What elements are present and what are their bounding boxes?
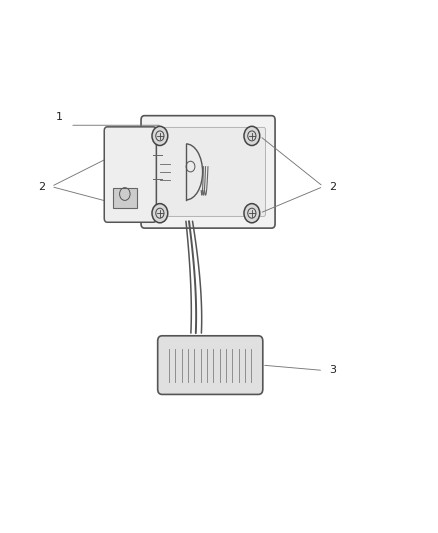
Circle shape bbox=[152, 204, 168, 223]
Text: 2: 2 bbox=[38, 182, 45, 191]
Text: 1: 1 bbox=[56, 112, 63, 122]
FancyBboxPatch shape bbox=[104, 127, 156, 222]
FancyBboxPatch shape bbox=[151, 127, 265, 216]
Circle shape bbox=[152, 126, 168, 146]
FancyBboxPatch shape bbox=[158, 336, 263, 394]
Text: 3: 3 bbox=[329, 366, 336, 375]
FancyBboxPatch shape bbox=[141, 116, 275, 228]
Circle shape bbox=[244, 204, 260, 223]
Bar bbox=[113, 188, 137, 208]
Text: 2: 2 bbox=[329, 182, 336, 191]
Circle shape bbox=[244, 126, 260, 146]
